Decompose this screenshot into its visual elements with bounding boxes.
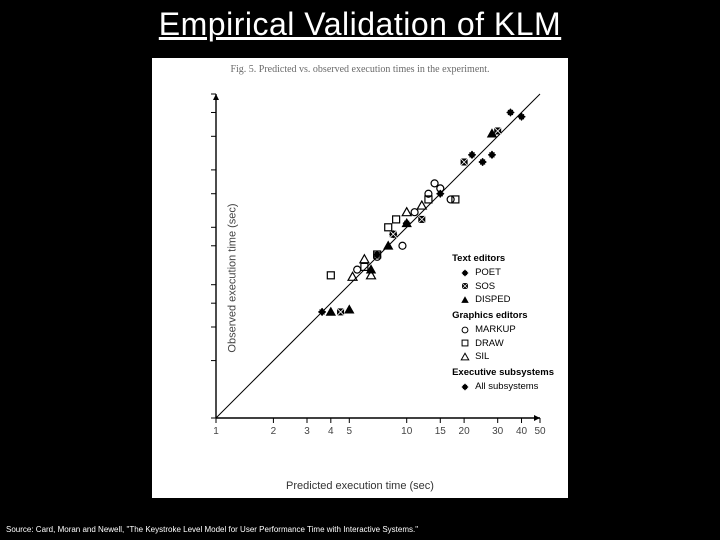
svg-text:10: 10 [401, 426, 413, 437]
legend-item: All subsystems [460, 380, 554, 394]
legend-marker-icon [460, 295, 470, 305]
svg-text:1: 1 [213, 426, 219, 437]
svg-text:5: 5 [347, 426, 353, 437]
legend-item: SIL [460, 350, 554, 364]
legend-label: All subsystems [475, 380, 538, 394]
svg-text:50: 50 [534, 426, 546, 437]
legend-marker-icon [460, 281, 470, 291]
legend-marker-icon [460, 325, 470, 335]
legend-group-header: Executive subsystems [452, 366, 554, 380]
chart-caption: Fig. 5. Predicted vs. observed execution… [152, 64, 568, 75]
legend: Text editorsPOETSOSDISPED Graphics editor… [452, 250, 554, 394]
legend-group-header: Text editors [452, 252, 554, 266]
legend-item: MARKUP [460, 323, 554, 337]
svg-text:2: 2 [271, 426, 277, 437]
x-axis-label: Predicted execution time (sec) [152, 480, 568, 492]
legend-item: POET [460, 266, 554, 280]
legend-label: DISPED [475, 293, 510, 307]
legend-label: SOS [475, 280, 495, 294]
legend-marker-icon [460, 268, 470, 278]
slide-title: Empirical Validation of KLM [0, 6, 720, 43]
legend-item: DISPED [460, 293, 554, 307]
legend-marker-icon [460, 338, 470, 348]
legend-item: DRAW [460, 337, 554, 351]
svg-text:40: 40 [516, 426, 528, 437]
legend-item: SOS [460, 280, 554, 294]
chart-panel: Fig. 5. Predicted vs. observed execution… [152, 58, 568, 498]
svg-text:30: 30 [492, 426, 504, 437]
svg-text:4: 4 [328, 426, 334, 437]
legend-marker-icon [460, 382, 470, 392]
legend-group-header: Graphics editors [452, 309, 554, 323]
legend-label: DRAW [475, 337, 504, 351]
svg-text:3: 3 [304, 426, 310, 437]
legend-label: POET [475, 266, 501, 280]
legend-label: SIL [475, 350, 489, 364]
source-citation: Source: Card, Moran and Newell, "The Key… [6, 525, 418, 534]
legend-label: MARKUP [475, 323, 516, 337]
svg-text:15: 15 [435, 426, 447, 437]
svg-text:20: 20 [459, 426, 471, 437]
legend-marker-icon [460, 352, 470, 362]
